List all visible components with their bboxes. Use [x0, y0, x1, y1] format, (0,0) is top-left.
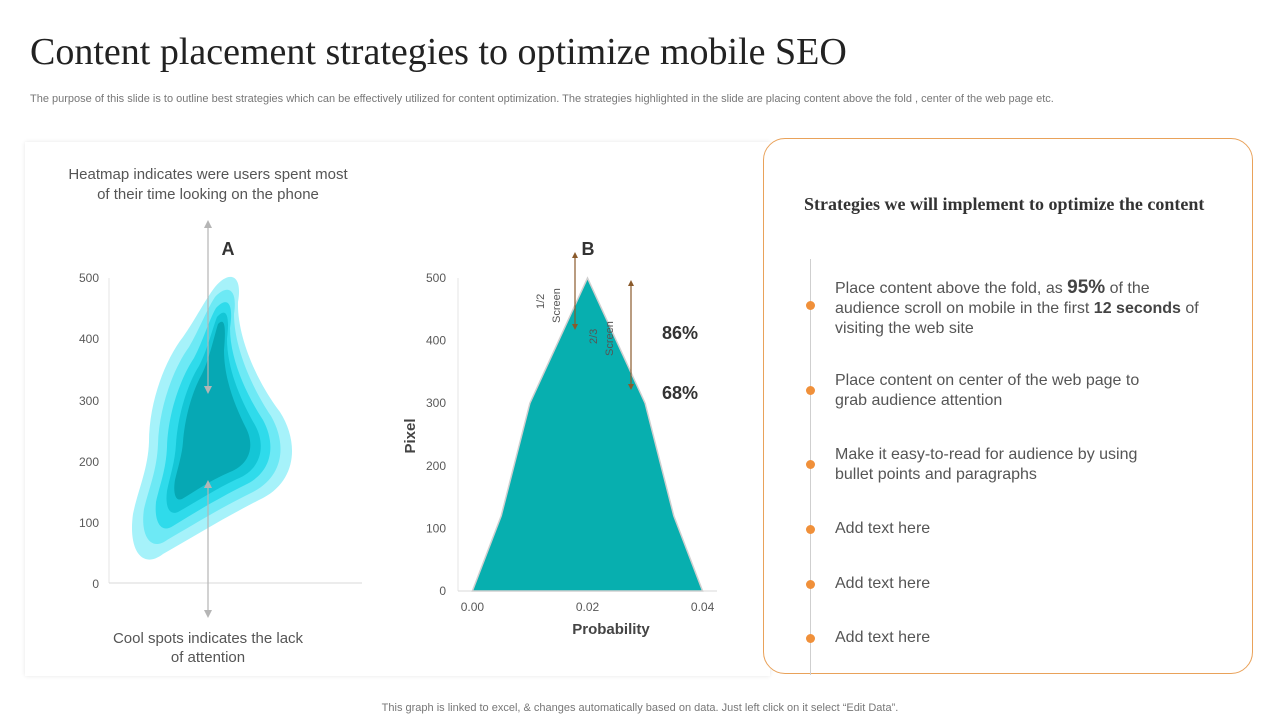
- attention-arrow-bottom-head-up: [204, 480, 212, 488]
- half-screen-arrow-head-down: [572, 324, 578, 330]
- heatmap-caption-line1: Heatmap indicates were users spent most: [68, 166, 348, 183]
- chart-b-y-tick-label: 100: [426, 521, 446, 535]
- pct-68-label: 68%: [662, 383, 698, 403]
- chart-b-y-tick-label: 200: [426, 459, 446, 473]
- screen-annotations: 1/2 Screen 2/3 Screen 86% 68%: [535, 252, 698, 403]
- strategy-bullet-2: [806, 386, 815, 395]
- strategy-bullet-3: [806, 460, 815, 469]
- strategy-text-6: Add text here: [835, 629, 931, 646]
- heatmap-layer-5: [174, 321, 251, 500]
- two-thirds-arrow-head-up: [628, 280, 634, 286]
- heatmap-blob: [131, 276, 293, 560]
- strategy-1-pre: Place content above the fold, as: [835, 280, 1068, 297]
- chart-a-tick-400: 400: [79, 332, 99, 346]
- strategy-text-1: Place content above the fold, as 95% of …: [835, 278, 1215, 339]
- chart-b-x-tick-label: 0.00: [461, 600, 485, 614]
- strategy-text-5: Add text here: [835, 575, 931, 592]
- footnote: This graph is linked to excel, & changes…: [381, 702, 899, 714]
- strategy-1-highlight-seconds: 12 seconds: [1093, 300, 1181, 317]
- chart-a-tick-500: 500: [79, 271, 99, 285]
- two-thirds-word: Screen: [604, 321, 616, 356]
- two-thirds-arrow-head-down: [628, 384, 634, 390]
- strategy-bullet-5: [806, 580, 815, 589]
- coolspot-caption-line2: of attention: [171, 649, 245, 666]
- chart-a-tick-300: 300: [79, 394, 99, 408]
- page-subtitle: The purpose of this slide is to outline …: [30, 93, 1054, 105]
- chart-b-y-tick-label: 400: [426, 334, 446, 348]
- strategy-text-4: Add text here: [835, 520, 931, 537]
- two-thirds-fraction: 2/3: [588, 329, 600, 344]
- chart-b-label: B: [582, 239, 595, 259]
- strategy-1-mid: of the audience scroll on mobile in the …: [835, 280, 1150, 317]
- strategies-panel: Strategies we will implement to optimize…: [763, 138, 1253, 675]
- half-screen-fraction: 1/2: [535, 294, 547, 309]
- pct-86-label: 86%: [662, 323, 698, 343]
- chart-b-x-ticks: 0.00 0.02 0.04: [461, 600, 715, 614]
- charts-panel: Heatmap indicates were users spent most …: [25, 142, 770, 676]
- chart-b-x-tick-label: 0.04: [691, 600, 715, 614]
- chart-b-x-tick-label: 0.02: [576, 600, 600, 614]
- chart-b: 0 100 200 300 400 500 0.00 0.02 0.04 Probabilit…: [402, 271, 717, 638]
- half-screen-arrow-head-up: [572, 252, 578, 258]
- chart-a-tick-100: 100: [79, 516, 99, 530]
- chart-a-label: A: [222, 239, 235, 259]
- charts-svg: Heatmap indicates were users spent most …: [68, 166, 717, 666]
- chart-b-area: [471, 276, 704, 592]
- chart-a-axis: 500 400 300 200 100 0: [79, 271, 362, 591]
- chart-b-y-tick-label: 300: [426, 396, 446, 410]
- chart-b-xlabel: Probability: [572, 621, 650, 638]
- attention-arrow-top-head-down: [204, 386, 212, 394]
- strategy-bullet-1: [806, 301, 815, 310]
- strategy-bullet-4: [806, 525, 815, 534]
- attention-arrow-bottom-head-down: [204, 610, 212, 618]
- heatmap-caption-line2: of their time looking on the phone: [97, 186, 319, 203]
- chart-b-ylabel: Pixel: [402, 418, 419, 453]
- strategy-text-2: Place content on center of the web page …: [835, 372, 1140, 409]
- coolspot-caption-line1: Cool spots indicates the lack: [113, 630, 304, 647]
- chart-b-y-tick-label: 500: [426, 271, 446, 285]
- attention-arrow-top-head-up: [204, 220, 212, 228]
- strategy-bullet-6: [806, 634, 815, 643]
- half-screen-word: Screen: [551, 288, 563, 323]
- strategies-title: Strategies we will implement to optimize…: [804, 194, 1205, 214]
- chart-a-tick-200: 200: [79, 455, 99, 469]
- chart-b-y-ticks: 0 100 200 300 400 500: [426, 271, 446, 598]
- strategy-1-highlight-pct: 95%: [1067, 277, 1106, 298]
- chart-a-tick-0: 0: [92, 577, 99, 591]
- strategy-1-post: of visiting the web site: [835, 300, 1199, 337]
- strategy-text-3: Make it easy-to-read for audience by usi…: [835, 446, 1138, 483]
- page-title: Content placement strategies to optimize…: [30, 31, 847, 73]
- heatmap-arrows: [204, 220, 212, 618]
- chart-b-y-tick-label: 0: [439, 584, 446, 598]
